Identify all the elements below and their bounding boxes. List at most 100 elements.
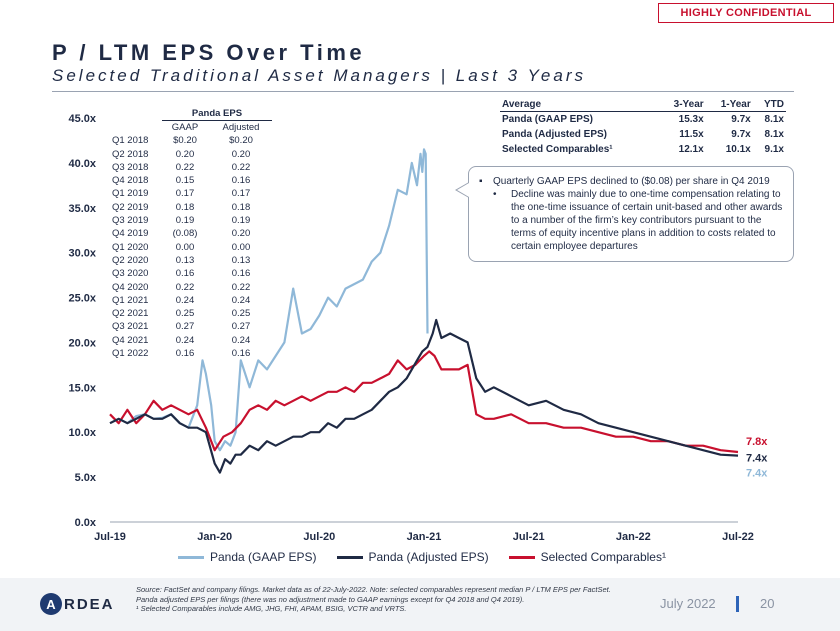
- eps-table-title: Panda EPS: [162, 108, 272, 121]
- eps-gaap: 0.20: [175, 148, 195, 160]
- eps-quarter: Q4 2020: [112, 281, 149, 293]
- end-value-label: 7.4x: [746, 453, 768, 465]
- logo-wordmark: RDEA: [64, 595, 115, 613]
- avg-header-ytd: YTD: [752, 98, 786, 112]
- avg-header-label: Average: [500, 98, 659, 112]
- legend-item-gaap: Panda (GAAP EPS): [178, 550, 317, 564]
- eps-table-row: Q3 2019 0.19 0.19: [112, 214, 272, 227]
- callout-pointer-fill: [457, 183, 469, 197]
- avg-label: Panda (Adjusted EPS): [502, 129, 608, 140]
- eps-gaap: 0.16: [175, 348, 195, 360]
- eps-adjusted: 0.20: [231, 148, 251, 160]
- y-tick-label: 5.0x: [75, 472, 97, 484]
- dot-bullet-icon: •: [493, 189, 497, 200]
- eps-header-quarter: [112, 121, 158, 134]
- line-chart: 0.0x 5.0x 10.0x 15.0x 20.0x 25.0x 30.0x 35.0x 40…: [68, 113, 768, 543]
- x-tick-label: Jan-22: [616, 531, 651, 543]
- legend-swatch-gaap: [178, 555, 204, 559]
- eps-quarter: Q4 2019: [112, 228, 149, 240]
- footer-bar: [0, 578, 840, 631]
- legend-label-adjusted: Panda (Adjusted EPS): [368, 550, 489, 564]
- eps-gaap: (0.08): [172, 228, 198, 240]
- eps-adjusted: 0.00: [231, 241, 251, 253]
- eps-header-gaap: GAAP: [171, 122, 199, 133]
- adjusted-eps-note: Panda adjusted EPS per filings (there wa…: [136, 594, 525, 604]
- eps-quarter: Q3 2019: [112, 215, 149, 227]
- avg-label: Panda (GAAP EPS): [502, 114, 593, 125]
- logo-mark: A: [40, 593, 62, 615]
- callout-sub-bullet-text: Decline was mainly due to one-time compe…: [511, 189, 783, 252]
- avg-1year: 10.1x: [725, 144, 751, 155]
- eps-table-row: Q3 2021 0.27 0.27: [112, 320, 272, 333]
- avg-label: Selected Comparables¹: [502, 144, 613, 155]
- eps-adjusted: 0.19: [231, 215, 251, 227]
- y-tick-label: 15.0x: [68, 382, 96, 394]
- source-note: Source: FactSet and company filings. Mar…: [136, 585, 611, 594]
- avg-ytd: 8.1x: [764, 114, 784, 125]
- eps-table-row: Q2 2018 0.20 0.20: [112, 148, 272, 161]
- eps-gaap: 0.24: [175, 294, 195, 306]
- eps-quarter: Q3 2021: [112, 321, 149, 333]
- eps-quarter: Q2 2021: [112, 308, 149, 320]
- y-tick-label: 10.0x: [68, 427, 96, 439]
- eps-quarter: Q2 2020: [112, 254, 149, 266]
- eps-table-row: Q4 2021 0.24 0.24: [112, 334, 272, 347]
- eps-table-row: Q1 2018 $0.20 $0.20: [112, 134, 272, 147]
- avg-table-body: Panda (GAAP EPS) 15.3x 9.7x 8.1x Panda (Adju…: [500, 112, 786, 158]
- eps-gaap: $0.20: [173, 135, 197, 147]
- legend-item-comparables: Selected Comparables¹: [508, 550, 666, 564]
- y-tick-label: 30.0x: [68, 248, 96, 260]
- eps-gaap: 0.18: [175, 201, 195, 213]
- title-divider: [52, 91, 794, 92]
- avg-1year: 9.7x: [731, 129, 751, 140]
- eps-gaap: 0.19: [175, 215, 195, 227]
- avg-ytd: 9.1x: [764, 144, 784, 155]
- eps-table-row: Q2 2019 0.18 0.18: [112, 201, 272, 214]
- page-number: 20: [760, 596, 775, 611]
- callout-sub-bullet: • Decline was mainly due to one-time com…: [493, 188, 783, 253]
- eps-table-row: Q3 2018 0.22 0.22: [112, 161, 272, 174]
- y-tick-label: 40.0x: [68, 158, 96, 170]
- y-tick-label: 45.0x: [68, 113, 96, 125]
- avg-3year: 11.5x: [679, 129, 704, 140]
- eps-table-row: Q3 2020 0.16 0.16: [112, 267, 272, 280]
- avg-table-row: Selected Comparables¹ 12.1x 10.1x 9.1x: [500, 142, 786, 157]
- eps-decline-callout: ▪ Quarterly GAAP EPS declined to ($0.08)…: [468, 166, 794, 262]
- eps-quarter: Q4 2018: [112, 175, 149, 187]
- eps-adjusted: 0.20: [231, 228, 251, 240]
- avg-3year: 12.1x: [678, 144, 704, 155]
- end-value-label: 7.4x: [746, 468, 768, 480]
- eps-gaap: 0.25: [175, 308, 195, 320]
- eps-table-row: Q2 2021 0.25 0.25: [112, 307, 272, 320]
- avg-1year: 9.7x: [731, 114, 751, 125]
- eps-table-row: Q1 2019 0.17 0.17: [112, 187, 272, 200]
- eps-gaap: 0.00: [175, 241, 195, 253]
- series-line-comparables: [109, 350, 739, 454]
- eps-quarter: Q1 2018: [112, 135, 149, 147]
- eps-adjusted: 0.13: [231, 254, 251, 266]
- eps-adjusted: 0.25: [231, 308, 251, 320]
- eps-adjusted: 0.18: [231, 201, 251, 213]
- eps-table-row: Q4 2020 0.22 0.22: [112, 281, 272, 294]
- page-subtitle: Selected Traditional Asset Managers | La…: [52, 66, 586, 85]
- legend-item-adjusted: Panda (Adjusted EPS): [336, 550, 489, 564]
- series-line-adjusted: [109, 318, 739, 474]
- legend-swatch-comparables: [508, 555, 535, 559]
- eps-table-body: Q1 2018 $0.20 $0.20 Q2 2018 0.20 0.20 Q3 2018 0…: [112, 134, 272, 360]
- x-tick-label: Jul-20: [303, 531, 335, 543]
- legend-swatch-adjusted: [336, 555, 363, 559]
- eps-adjusted: 0.27: [231, 321, 251, 333]
- avg-header-1year: 1-Year: [705, 98, 753, 112]
- eps-table-header: GAAP Adjusted: [112, 121, 272, 134]
- confidentiality-badge: HIGHLY CONFIDENTIAL: [658, 3, 834, 23]
- eps-table-row: Q1 2021 0.24 0.24: [112, 294, 272, 307]
- eps-table-row: Q4 2018 0.15 0.16: [112, 174, 272, 187]
- eps-quarter: Q1 2022: [112, 348, 149, 360]
- eps-table-row: Q1 2022 0.16 0.16: [112, 347, 272, 360]
- eps-quarter: Q1 2020: [112, 241, 149, 253]
- avg-ytd: 8.1x: [764, 129, 784, 140]
- panda-eps-table: Panda EPS GAAP Adjusted Q1 2018 $0.20 $0.2…: [112, 108, 272, 360]
- x-tick-label: Jul-22: [722, 531, 754, 543]
- eps-adjusted: 0.16: [231, 348, 251, 360]
- eps-quarter: Q2 2019: [112, 201, 149, 213]
